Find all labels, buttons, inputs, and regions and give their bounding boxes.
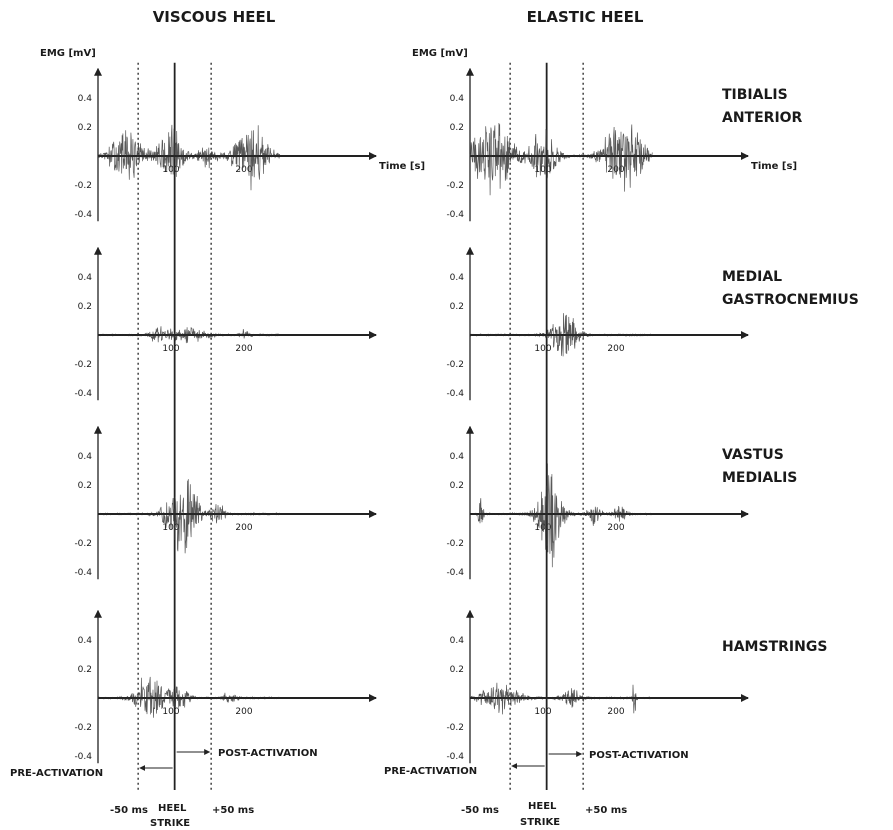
panel-elastic-4-x-tick-label: 100 xyxy=(534,707,551,717)
panel-elastic-2-x-tick-label: 100 xyxy=(534,344,551,354)
muscle-label-gastrocnemius-1: MEDIAL xyxy=(722,269,782,285)
panel-viscous-3-y-tick-label: -0.4 xyxy=(74,568,92,578)
panel-elastic-4-y-tick-label: -0.2 xyxy=(446,723,464,733)
panel-elastic-1-y-tick-label: 0.2 xyxy=(450,123,464,133)
panel-viscous-3-y-tick-label: -0.2 xyxy=(74,539,92,549)
pre-activation-label-elastic: PRE-ACTIVATION xyxy=(384,766,477,777)
marker-label-pre-elastic: -50 ms xyxy=(461,805,499,816)
panel-elastic-1-x-axis-label: Time [s] xyxy=(751,161,797,172)
y-axis-label-elastic: EMG [mV] xyxy=(412,48,468,59)
panel-viscous-1-x-tick-label: 200 xyxy=(235,165,252,175)
panel-viscous-4-x-tick-label: 200 xyxy=(235,707,252,717)
panel-elastic-2-y-tick-label: 0.2 xyxy=(450,302,464,312)
panel-viscous-1-y-tick-label: 0.2 xyxy=(78,123,92,133)
panel-viscous-2-x-tick-label: 100 xyxy=(162,344,179,354)
post-activation-label-elastic: POST-ACTIVATION xyxy=(589,750,689,761)
panel-viscous-4-y-tick-label: -0.4 xyxy=(74,752,92,762)
muscle-label-vastus-2: MEDIALIS xyxy=(722,470,797,486)
post-activation-label-viscous: POST-ACTIVATION xyxy=(218,748,318,759)
panel-viscous-2-y-tick-label: -0.2 xyxy=(74,360,92,370)
panel-elastic-1-y-tick-label: -0.4 xyxy=(446,210,464,220)
panel-elastic-4-y-tick-label: -0.4 xyxy=(446,752,464,762)
panel-elastic-3-x-tick-label: 200 xyxy=(607,523,624,533)
marker-label-post-elastic: +50 ms xyxy=(585,805,627,816)
panel-elastic-1-y-tick-label: 0.4 xyxy=(450,94,465,104)
panel-viscous-4-y-tick-label: 0.2 xyxy=(78,665,92,675)
panel-elastic-2-x-tick-label: 200 xyxy=(607,344,624,354)
muscle-label-tibialis-2: ANTERIOR xyxy=(722,110,803,126)
marker-label-post-viscous: +50 ms xyxy=(212,805,254,816)
panel-elastic-3-emg-signal xyxy=(469,463,653,568)
heel-strike-label-viscous-2: STRIKE xyxy=(150,818,190,829)
panel-viscous-4-y-tick-label: -0.2 xyxy=(74,723,92,733)
panel-viscous-3-y-tick-label: 0.2 xyxy=(78,481,92,491)
panel-viscous-4-x-tick-label: 100 xyxy=(162,707,179,717)
panel-viscous-3-x-tick-label: 200 xyxy=(235,523,252,533)
panel-elastic-4-x-tick-label: 200 xyxy=(607,707,624,717)
column-title-elastic: ELASTIC HEEL xyxy=(527,8,644,26)
panel-elastic-2-y-tick-label: 0.4 xyxy=(450,273,465,283)
panel-elastic-1-y-tick-label: -0.2 xyxy=(446,181,464,191)
panel-viscous-2-y-tick-label: -0.4 xyxy=(74,389,92,399)
panel-viscous-3-y-tick-label: 0.4 xyxy=(78,452,93,462)
panel-elastic-3-y-tick-label: -0.4 xyxy=(446,568,464,578)
panel-viscous-4-y-tick-label: 0.4 xyxy=(78,636,93,646)
marker-label-pre-viscous: -50 ms xyxy=(110,805,148,816)
panel-elastic-3-y-tick-label: 0.4 xyxy=(450,452,465,462)
column-title-viscous: VISCOUS HEEL xyxy=(153,8,276,26)
panel-elastic-4-y-tick-label: 0.4 xyxy=(450,636,465,646)
heel-strike-label-viscous-1: HEEL xyxy=(158,803,187,814)
panel-elastic-3-y-tick-label: -0.2 xyxy=(446,539,464,549)
muscle-label-hamstrings: HAMSTRINGS xyxy=(722,639,827,655)
panel-viscous-2-y-tick-label: 0.4 xyxy=(78,273,93,283)
panel-elastic-2-y-tick-label: -0.2 xyxy=(446,360,464,370)
y-axis-label-viscous: EMG [mV] xyxy=(40,48,96,59)
heel-strike-label-elastic-2: STRIKE xyxy=(520,817,560,828)
panel-viscous-1-y-tick-label: -0.2 xyxy=(74,181,92,191)
panel-viscous-1-emg-signal xyxy=(97,124,281,191)
panel-viscous-2-x-tick-label: 200 xyxy=(235,344,252,354)
panel-viscous-2-y-tick-label: 0.2 xyxy=(78,302,92,312)
panel-elastic-3-y-tick-label: 0.2 xyxy=(450,481,464,491)
panel-elastic-4-y-tick-label: 0.2 xyxy=(450,665,464,675)
panel-viscous-3-emg-signal xyxy=(97,479,281,554)
muscle-label-vastus-1: VASTUS xyxy=(722,447,784,463)
panel-viscous-1-x-axis-label: Time [s] xyxy=(379,161,425,172)
panel-viscous-1-y-tick-label: -0.4 xyxy=(74,210,92,220)
muscle-label-gastrocnemius-2: GASTROCNEMIUS xyxy=(722,292,859,308)
pre-activation-label-viscous: PRE-ACTIVATION xyxy=(10,768,103,779)
panel-elastic-1-x-tick-label: 100 xyxy=(534,165,551,175)
panel-elastic-2-y-tick-label: -0.4 xyxy=(446,389,464,399)
heel-strike-label-elastic-1: HEEL xyxy=(528,801,557,812)
muscle-label-tibialis-1: TIBIALIS xyxy=(722,87,788,103)
panel-elastic-1-emg-signal xyxy=(469,122,653,196)
panel-viscous-1-y-tick-label: 0.4 xyxy=(78,94,93,104)
